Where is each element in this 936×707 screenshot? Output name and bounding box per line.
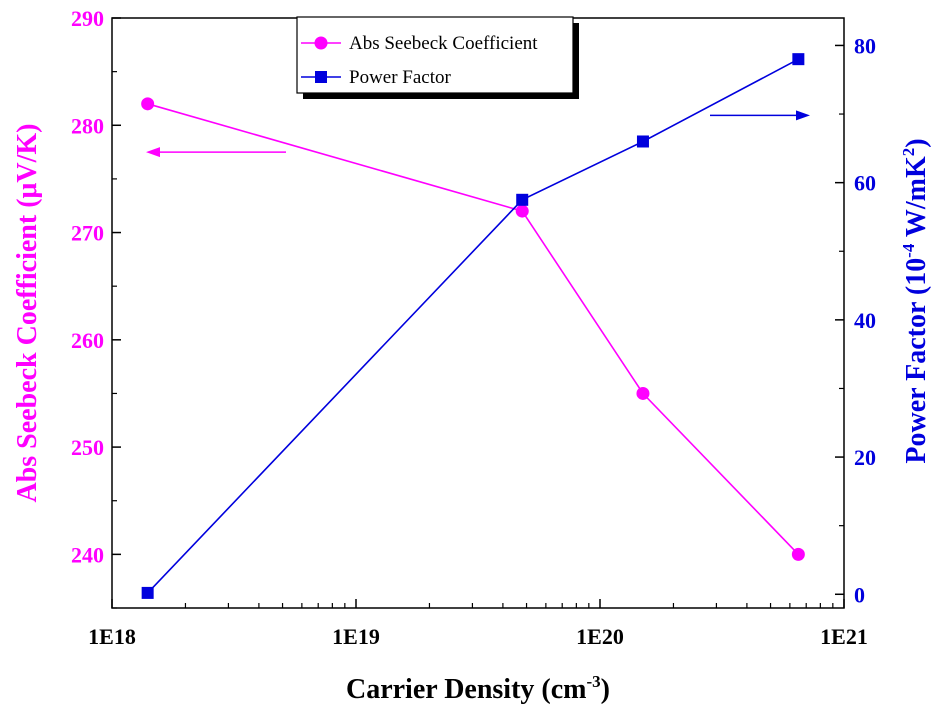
left-tick-label: 260 (71, 328, 104, 353)
left-axis-arrow-head (146, 147, 160, 158)
x-axis-title-main: Carrier Density (cm (346, 674, 587, 705)
plot-frame (111, 17, 845, 609)
left-tick-label: 290 (71, 6, 104, 31)
seebeck-data-point (141, 97, 155, 111)
x-tick-label: 1E18 (88, 624, 136, 649)
x-axis-title-tail: ) (601, 674, 610, 705)
seebeck-series-line (147, 103, 799, 555)
right-tick-label: 80 (854, 33, 876, 58)
power-factor-data-point (516, 193, 529, 206)
series-layer (141, 53, 805, 599)
right-axis-title-sup1: -4 (899, 243, 918, 258)
right-axis-title-tail: ) (901, 138, 932, 147)
right-axis-arrow-head (796, 110, 810, 121)
legend-label: Power Factor (349, 67, 452, 88)
right-axis-title-main: Power Factor (10 (901, 258, 932, 464)
axis-arrows (146, 110, 810, 158)
axis-titles: Carrier Density (cm-3) Abs Seebeck Coeffi… (12, 123, 932, 705)
power-factor-data-point (141, 586, 154, 599)
x-axis-title: Carrier Density (cm-3) (346, 672, 610, 705)
x-axis-ticks: 1E18 1E19 1E20 1E21 (88, 599, 868, 649)
right-axis-title-sup2: 2 (899, 148, 918, 157)
left-axis-ticks: 240 250 260 270 280 290 (71, 6, 121, 609)
legend-box (296, 16, 574, 94)
right-tick-label: 0 (854, 582, 865, 607)
legend-marker (314, 36, 328, 50)
right-tick-label: 40 (854, 308, 876, 333)
left-tick-label: 270 (71, 221, 104, 246)
seebeck-data-point (791, 547, 805, 561)
right-axis-title-mid: W/mK (901, 156, 932, 244)
seebeck-data-point (515, 204, 529, 218)
power-factor-data-point (636, 135, 649, 148)
left-tick-label: 280 (71, 113, 104, 138)
left-axis-title: Abs Seebeck Coefficient (μV/K) (12, 123, 43, 502)
power-factor-data-point (792, 53, 805, 66)
right-tick-label: 60 (854, 171, 876, 196)
x-tick-label: 1E19 (332, 624, 380, 649)
right-axis-ticks: 0 20 40 60 80 (835, 33, 876, 607)
left-tick-label: 250 (71, 435, 104, 460)
right-axis-title: Power Factor (10-4 W/mK2) (899, 138, 932, 463)
legend: Abs Seebeck Coefficient Power Factor (296, 16, 579, 99)
x-tick-label: 1E20 (576, 624, 624, 649)
right-tick-label: 20 (854, 445, 876, 470)
power-factor-series-line (147, 58, 799, 594)
legend-marker (315, 71, 327, 83)
x-tick-label: 1E21 (820, 624, 868, 649)
left-tick-label: 240 (71, 542, 104, 567)
x-axis-title-sup: -3 (587, 672, 601, 691)
seebeck-data-point (636, 386, 650, 400)
legend-label: Abs Seebeck Coefficient (349, 33, 538, 54)
